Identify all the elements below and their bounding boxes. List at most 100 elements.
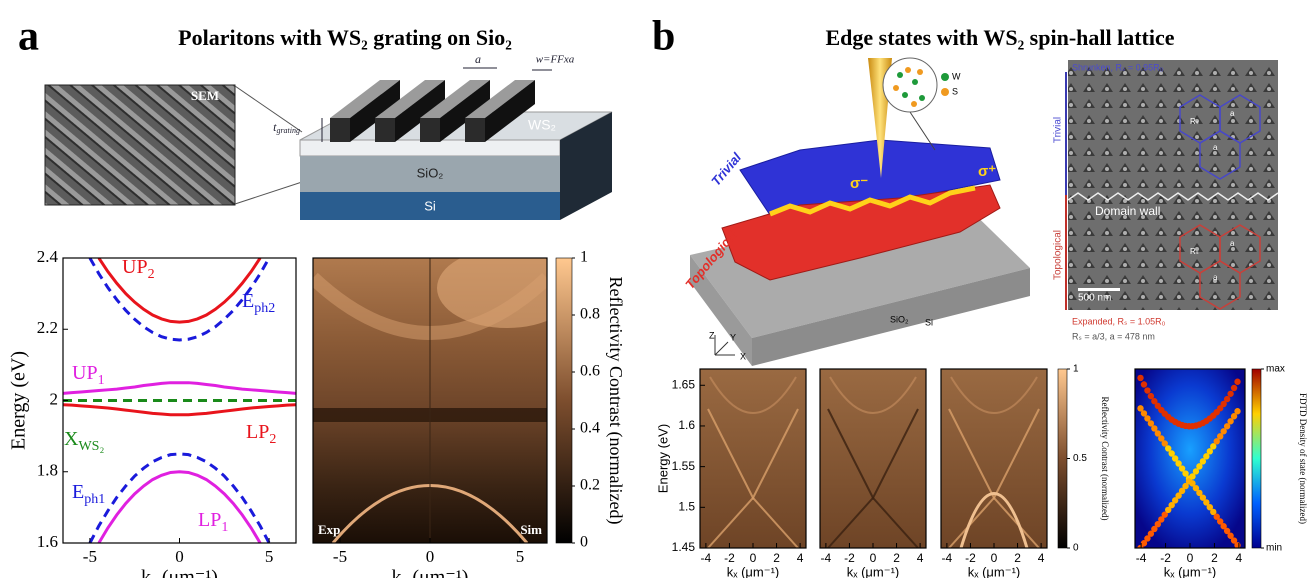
colorbar-tick-label: 0.5 — [1073, 453, 1087, 464]
x-tick-label: 4 — [917, 551, 924, 565]
domain-wall-label: Domain wall — [1095, 204, 1160, 218]
grating-schematic — [300, 68, 612, 220]
colorbar — [556, 258, 572, 543]
x-tick-label: -2 — [1160, 551, 1171, 565]
x-tick-label: 0 — [426, 547, 435, 566]
scale-bar — [1078, 288, 1120, 291]
series-sub: 1 — [221, 520, 228, 535]
x-tick-label: 0 — [175, 547, 184, 566]
plot-area — [1135, 369, 1245, 551]
series-name: E — [72, 481, 84, 503]
dos-feature — [1234, 408, 1240, 414]
y-tick-label: 1.55 — [672, 459, 696, 473]
x-tick-label: 4 — [797, 551, 804, 565]
dos-feature — [1141, 381, 1147, 387]
thickness-sub: grating — [276, 126, 300, 135]
lattice-label: a — [1230, 109, 1235, 118]
series-name: X — [64, 428, 79, 450]
annotation: Exp — [318, 522, 340, 537]
series-sub: ph1 — [84, 492, 105, 507]
colorbar-tick-label: 0.8 — [580, 306, 600, 323]
series-sub: WS₂ — [78, 439, 104, 454]
y-tick-label: 1.65 — [672, 377, 696, 391]
x-axis-label: kₓ (μm⁻¹) — [141, 566, 218, 578]
width-label: w=FFxa — [536, 54, 575, 66]
colorbar — [1252, 369, 1261, 548]
y-tick-label: 2.2 — [37, 318, 58, 337]
lattice-illustration — [690, 58, 1030, 366]
x-tick-label: -2 — [844, 551, 855, 565]
series-label: Eph1 — [72, 481, 105, 508]
thickness-label: tgrating — [273, 120, 300, 135]
x-tick-label: -2 — [965, 551, 976, 565]
colorbar-tick-label: 1 — [1073, 364, 1079, 375]
grating-label: WS₂ — [528, 117, 556, 133]
x-tick-label: -5 — [333, 547, 347, 566]
x-tick-label: 2 — [1211, 551, 1218, 565]
series-name: UP — [72, 362, 98, 384]
colorbar-tick-label: 0.4 — [580, 420, 600, 437]
colorbar-tick-label: max — [1266, 364, 1285, 375]
colorbar-tick-label: 0.6 — [580, 363, 600, 380]
x-tick-label: -4 — [701, 551, 712, 565]
series-line — [99, 472, 260, 543]
series-label: XWS₂ — [64, 428, 104, 455]
sigma-plus: σ⁺ — [978, 163, 996, 180]
plot-area — [941, 369, 1047, 548]
series-name: LP — [198, 509, 221, 531]
figure: a Polaritons with WS₂ grating on Sio₂ SE… — [0, 0, 1314, 578]
plot-area — [700, 369, 806, 548]
x-tick-label: 4 — [1236, 551, 1243, 565]
colorbar-label: FDTD Density of state (normalized) — [1298, 393, 1308, 524]
heatmap-image — [941, 369, 1047, 548]
plot-area — [820, 369, 926, 548]
colorbar-label: Reflectivity Contrast (normalized) — [1100, 397, 1110, 521]
x-tick-label: 4 — [1038, 551, 1045, 565]
colorbar-tick-label: min — [1266, 543, 1282, 554]
colorbar-tick-label: 1 — [580, 249, 588, 266]
sem-image — [45, 85, 235, 205]
series-label: LP1 — [198, 509, 228, 536]
x-tick-label: 0 — [870, 551, 877, 565]
series-label: Eph2 — [242, 290, 275, 317]
x-tick-label: 5 — [516, 547, 525, 566]
zoom-line — [235, 182, 302, 204]
colorbar-tick-label: 0 — [1073, 543, 1079, 554]
series-line — [90, 454, 269, 543]
series-sub: 2 — [148, 267, 155, 282]
sem-caption: Shrunken, Rₛ = 0.95R₀ — [1072, 62, 1164, 72]
series-label: UP2 — [122, 256, 155, 283]
y-axis-label: Energy (eV) — [8, 351, 30, 450]
sem-caption: Expanded, Rₛ = 1.05R₀ — [1072, 316, 1166, 326]
axis-label: X — [740, 351, 746, 361]
series-name: LP — [246, 421, 269, 443]
y-tick-label: 2.4 — [37, 247, 59, 266]
axis-label: Z — [709, 330, 715, 340]
y-tick-label: 1.6 — [678, 418, 695, 432]
scale-bar-label: 500 nm — [1078, 293, 1111, 304]
lattice-label: Rₛ — [1190, 117, 1199, 126]
dos-feature — [1224, 396, 1230, 402]
series-name: UP — [122, 256, 148, 278]
x-tick-label: -4 — [942, 551, 953, 565]
colorbar — [1058, 369, 1067, 548]
y-tick-label: 1.6 — [37, 532, 58, 551]
atom-label: S — [952, 86, 958, 96]
dos-feature — [1231, 385, 1237, 391]
x-axis-label: kₓ (μm⁻¹) — [1164, 565, 1217, 578]
colorbar-tick-label: 0 — [580, 534, 588, 551]
y-tick-label: 1.5 — [678, 499, 695, 513]
x-tick-label: 0 — [991, 551, 998, 565]
lattice-label: a — [1230, 239, 1235, 248]
atom-label: W — [952, 71, 961, 81]
series-label: UP1 — [72, 362, 105, 389]
annotation: Sim — [520, 522, 542, 537]
colorbar-tick-label: 0.2 — [580, 477, 600, 494]
panel-label: a — [18, 14, 39, 60]
oxide-label: SiO₂ — [890, 314, 909, 324]
topological-label: Topological — [1053, 230, 1064, 280]
series-sub: 1 — [98, 373, 105, 388]
lattice-label: a — [1213, 273, 1218, 282]
series-sub: ph2 — [254, 301, 275, 316]
dos-feature — [1137, 375, 1143, 381]
